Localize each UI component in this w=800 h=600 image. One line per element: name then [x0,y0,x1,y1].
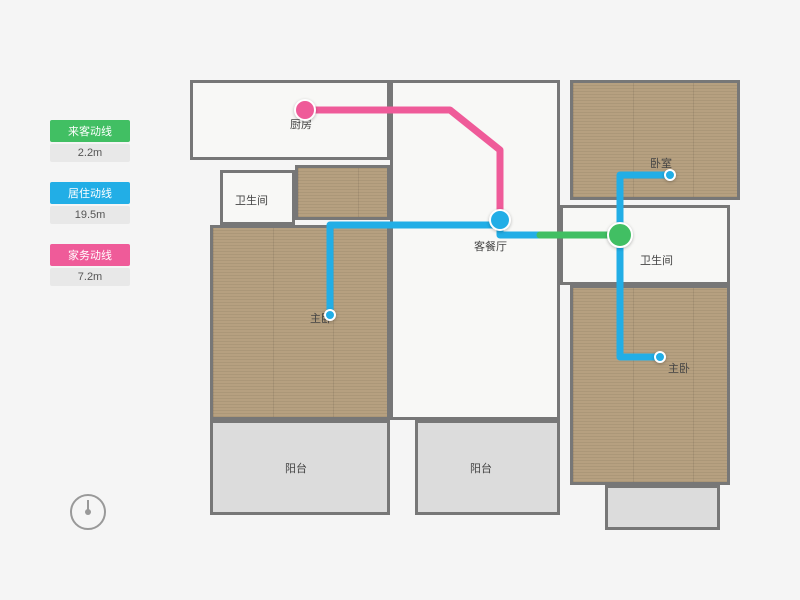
path-node [489,209,511,231]
compass-icon [70,494,106,530]
room-balcony-lr [605,485,720,530]
legend-label-living: 居住动线 [50,182,130,204]
label-balcony1: 阳台 [285,460,307,476]
legend-value-chore: 7.2m [50,268,130,286]
legend-label-chore: 家务动线 [50,244,130,266]
path-node [664,169,676,181]
path-node [654,351,666,363]
label-bath1: 卫生间 [235,192,268,208]
room-bath2 [630,205,730,285]
room-hall-wood [295,165,390,220]
legend-item-living: 居住动线 19.5m [50,182,130,224]
label-living: 客餐厅 [474,238,507,254]
legend-label-guest: 来客动线 [50,120,130,142]
path-node [324,309,336,321]
legend-panel: 来客动线 2.2m 居住动线 19.5m 家务动线 7.2m [50,120,130,306]
path-node [607,222,633,248]
path-node [294,99,316,121]
legend-item-chore: 家务动线 7.2m [50,244,130,286]
label-balcony2: 阳台 [470,460,492,476]
floorplan: 厨房 客餐厅 卧室 卫生间 主卧 阳台 阳台 卫生间 主卧 [190,60,740,540]
room-master2 [570,285,730,485]
legend-value-guest: 2.2m [50,144,130,162]
compass-needle [87,500,89,514]
legend-value-living: 19.5m [50,206,130,224]
room-bedroom-tr [570,80,740,200]
room-master1 [210,225,390,420]
label-master2: 主卧 [668,360,690,376]
label-bath2: 卫生间 [640,252,673,268]
legend-item-guest: 来客动线 2.2m [50,120,130,162]
